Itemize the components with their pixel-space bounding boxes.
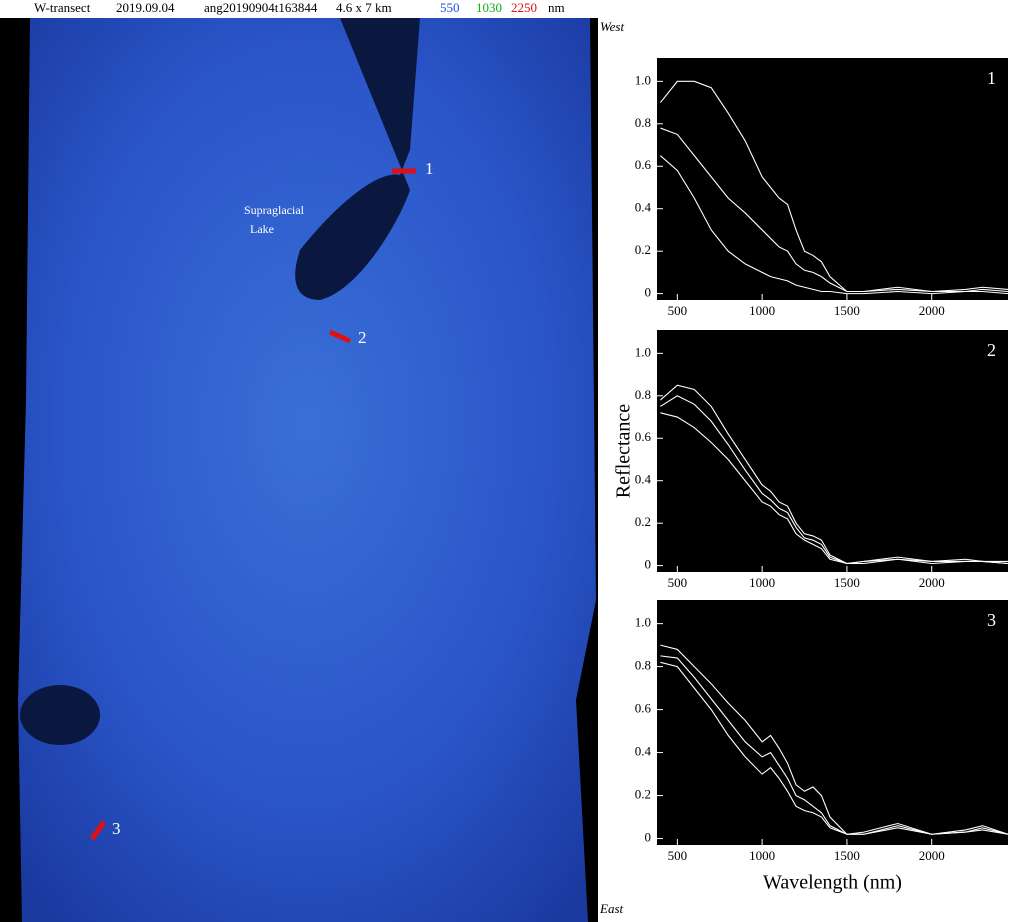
x-tick-label: 2000 <box>919 303 945 318</box>
y-tick-label: 0.4 <box>635 472 652 487</box>
x-tick-label: 500 <box>668 303 688 318</box>
site-marker <box>328 329 352 344</box>
lake-label: Lake <box>250 222 274 236</box>
spectrum-line <box>660 155 1009 295</box>
x-tick-label: 2000 <box>919 575 945 590</box>
site-label: 1 <box>425 159 434 178</box>
y-tick-label: 0.6 <box>635 157 652 172</box>
x-axis-label: Wavelength (nm) <box>763 872 902 894</box>
plot-area <box>657 58 1008 300</box>
y-tick-label: 1.0 <box>635 615 651 630</box>
y-tick-label: 0.6 <box>635 701 652 716</box>
header-text: 2019.09.04 <box>116 0 175 15</box>
header-text: nm <box>548 0 565 15</box>
ice-image <box>18 18 596 922</box>
x-tick-label: 500 <box>668 575 688 590</box>
spectrum-line <box>659 80 1009 293</box>
spectrum-line <box>660 644 1009 835</box>
header-band: 550 <box>440 0 460 15</box>
y-tick-label: 1.0 <box>635 344 651 359</box>
direction-label: East <box>599 901 624 916</box>
header-text: W-transect <box>34 0 91 15</box>
plot-area <box>657 330 1008 572</box>
x-tick-label: 1000 <box>749 575 775 590</box>
direction-label: West <box>600 19 624 34</box>
header-text: 4.6 x 7 km <box>336 0 392 15</box>
x-tick-label: 1000 <box>749 848 775 863</box>
x-tick-label: 1500 <box>834 303 860 318</box>
spectrum-line <box>660 395 1009 565</box>
y-tick-label: 0 <box>645 557 652 572</box>
y-tick-label: 0.8 <box>635 658 651 673</box>
y-tick-label: 0.4 <box>635 744 652 759</box>
x-tick-label: 500 <box>668 848 688 863</box>
spectrum-line <box>660 661 1009 835</box>
spectrum-line <box>660 127 1009 293</box>
spectrum-line <box>660 655 1009 835</box>
y-tick-label: 0.6 <box>635 429 652 444</box>
y-tick-label: 0 <box>645 285 652 300</box>
panel-number: 1 <box>987 68 996 88</box>
y-tick-label: 0.8 <box>635 387 651 402</box>
x-tick-label: 1000 <box>749 303 775 318</box>
spectrum-line <box>660 384 1008 565</box>
site-marker <box>89 820 107 841</box>
panel-number: 3 <box>987 610 996 630</box>
x-tick-label: 1500 <box>834 575 860 590</box>
y-axis-label: Reflectance <box>613 404 635 498</box>
y-tick-label: 0.2 <box>635 242 651 257</box>
plot-area <box>657 600 1008 845</box>
site-label: 3 <box>112 819 121 838</box>
header-text: ang20190904t163844 <box>204 0 318 15</box>
header-band: 2250 <box>511 0 537 15</box>
y-tick-label: 0.2 <box>635 514 651 529</box>
site-label: 2 <box>358 328 367 347</box>
y-tick-label: 0.8 <box>635 115 651 130</box>
x-tick-label: 2000 <box>919 848 945 863</box>
lake <box>295 18 420 300</box>
spectrum-line <box>660 412 1009 565</box>
y-tick-label: 0.4 <box>635 200 652 215</box>
x-tick-label: 1500 <box>834 848 860 863</box>
header-band: 1030 <box>476 0 502 15</box>
y-tick-label: 1.0 <box>635 72 651 87</box>
y-tick-label: 0 <box>645 830 652 845</box>
y-tick-label: 0.2 <box>635 787 651 802</box>
lake-label: Supraglacial <box>244 203 305 217</box>
panel-number: 2 <box>987 340 996 360</box>
depression <box>20 685 100 745</box>
